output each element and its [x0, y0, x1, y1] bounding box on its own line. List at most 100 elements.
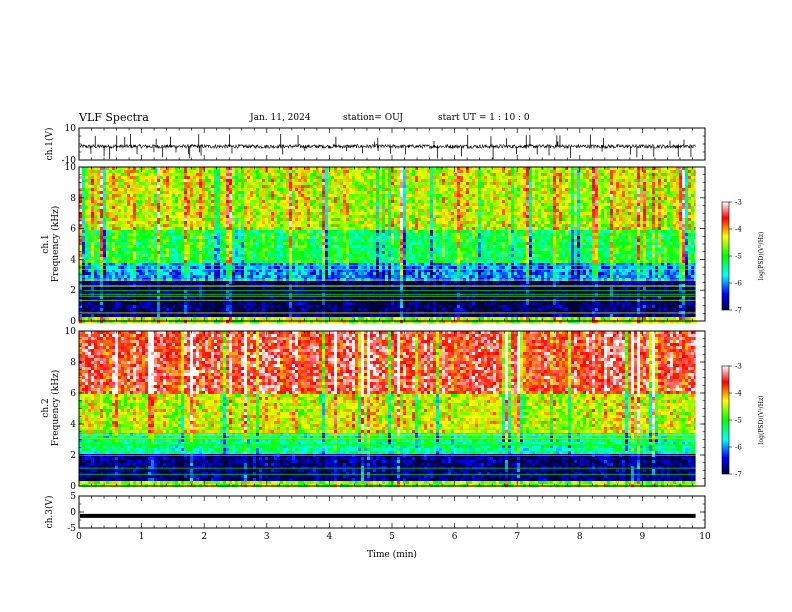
spectrogram-cell	[355, 233, 358, 236]
spectrogram-cell	[172, 320, 175, 323]
spectrogram-cell	[169, 236, 172, 239]
spectrogram-cell	[196, 239, 199, 242]
spectrogram-cell	[250, 179, 253, 182]
spectrogram-cell	[310, 173, 313, 176]
spectrogram-cell	[112, 170, 115, 173]
spectrogram-cell	[205, 317, 208, 320]
spectrogram-cell	[244, 218, 247, 221]
spectrogram-cell	[172, 260, 175, 263]
spectrogram-cell	[151, 287, 154, 290]
spectrogram-cell	[340, 197, 343, 200]
spectrogram-cell	[193, 320, 196, 323]
spectrogram-cell	[187, 242, 190, 245]
spectrogram-cell	[310, 182, 313, 185]
spectrogram-cell	[208, 185, 211, 188]
spectrogram-cell	[205, 263, 208, 266]
spectrogram-cell	[211, 194, 214, 197]
spectrogram-cell	[325, 206, 328, 209]
spectrogram-cell	[304, 176, 307, 179]
spectrogram-cell	[292, 317, 295, 320]
spectrogram-cell	[175, 179, 178, 182]
spectrogram-cell	[139, 260, 142, 263]
spectrogram-cell	[337, 239, 340, 242]
spectrogram-cell	[157, 200, 160, 203]
spectrogram-cell	[187, 197, 190, 200]
spectrogram-cell	[301, 236, 304, 239]
spectrogram-cell	[217, 275, 220, 278]
spectrogram-cell	[220, 278, 223, 281]
spectrogram-cell	[154, 173, 157, 176]
spectrogram-cell	[307, 278, 310, 281]
spectrogram-cell	[223, 176, 226, 179]
spectrogram-cell	[301, 320, 304, 323]
spectrogram-cell	[160, 230, 163, 233]
spectrogram-cell	[253, 170, 256, 173]
spectrogram-cell	[139, 239, 142, 242]
spectrogram-cell	[265, 206, 268, 209]
spectrogram-cell	[331, 218, 334, 221]
spectrogram-cell	[259, 185, 262, 188]
spectrogram-cell	[301, 200, 304, 203]
spectrogram-cell	[118, 185, 121, 188]
spectrogram-cell	[301, 254, 304, 257]
spectrogram-cell	[268, 317, 271, 320]
spectrogram-cell	[166, 281, 169, 284]
spectrogram-cell	[304, 260, 307, 263]
spectrogram-cell	[241, 173, 244, 176]
spectrogram-cell	[328, 203, 331, 206]
spectrogram-cell	[124, 251, 127, 254]
spectrogram-cell	[103, 260, 106, 263]
spectrogram-cell	[352, 173, 355, 176]
spectrogram-cell	[151, 251, 154, 254]
spectrogram-cell	[97, 182, 100, 185]
spectrogram-cell	[184, 260, 187, 263]
spectrogram-cell	[241, 275, 244, 278]
spectrogram-cell	[295, 320, 298, 323]
spectrogram-cell	[340, 308, 343, 311]
spectrogram-cell	[241, 314, 244, 317]
spectrogram-cell	[205, 260, 208, 263]
spectrogram-cell	[112, 221, 115, 224]
spectrogram-cell	[256, 272, 259, 275]
spectrogram-cell	[91, 248, 94, 251]
spectrogram-cell	[124, 230, 127, 233]
spectrogram-cell	[223, 275, 226, 278]
spectrogram-cell	[100, 257, 103, 260]
spectrogram-cell	[313, 245, 316, 248]
spectrogram-cell	[214, 278, 217, 281]
spectrogram-cell	[136, 305, 139, 308]
spectrogram-cell	[244, 227, 247, 230]
spectrogram-cell	[328, 182, 331, 185]
spectrogram-cell	[199, 179, 202, 182]
spectrogram-cell	[217, 308, 220, 311]
spectrogram-cell	[121, 206, 124, 209]
spectrogram-cell	[274, 236, 277, 239]
spectrogram-cell	[130, 194, 133, 197]
spectrogram-cell	[214, 221, 217, 224]
spectrogram-cell	[316, 203, 319, 206]
spectrogram-cell	[160, 257, 163, 260]
spectrogram-cell	[217, 272, 220, 275]
spectrogram-cell	[115, 233, 118, 236]
spectrogram-cell	[100, 233, 103, 236]
spectrogram-cell	[130, 239, 133, 242]
spectrogram-cell	[334, 254, 337, 257]
spectrogram-cell	[151, 242, 154, 245]
spectrogram-cell	[217, 209, 220, 212]
spectrogram-cell	[100, 317, 103, 320]
spectrogram-cell	[148, 260, 151, 263]
spectrogram-cell	[328, 248, 331, 251]
spectrogram-cell	[235, 278, 238, 281]
spectrogram-cell	[214, 185, 217, 188]
spectrogram-cell	[253, 320, 256, 323]
spectrogram-cell	[190, 302, 193, 305]
spectrogram-cell	[151, 281, 154, 284]
spectrogram-cell	[313, 257, 316, 260]
spectrogram-cell	[352, 170, 355, 173]
spectrogram-cell	[343, 254, 346, 257]
spectrogram-cell	[298, 233, 301, 236]
spectrogram-cell	[319, 173, 322, 176]
spectrogram-cell	[142, 254, 145, 257]
spectrogram-cell	[127, 236, 130, 239]
spectrogram-cell	[85, 320, 88, 323]
